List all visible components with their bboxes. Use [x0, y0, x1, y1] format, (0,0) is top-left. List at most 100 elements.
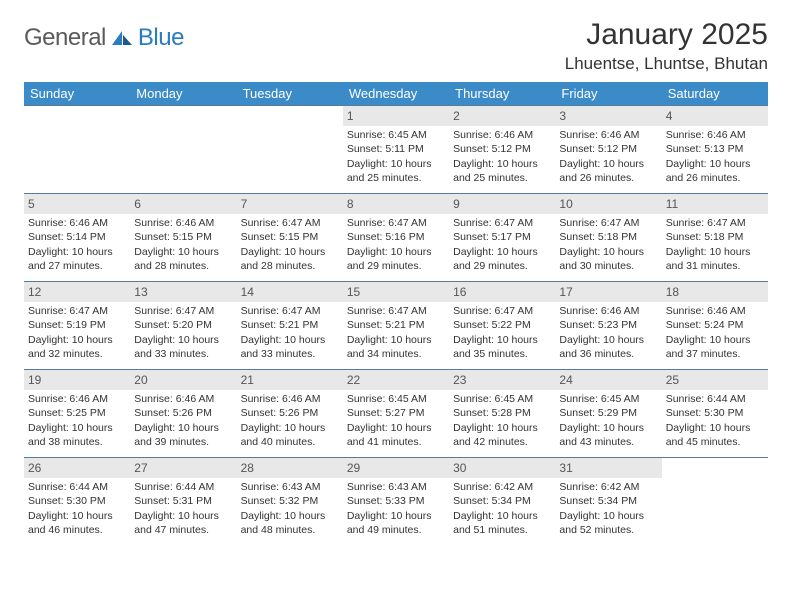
calendar-cell: 10Sunrise: 6:47 AMSunset: 5:18 PMDayligh…	[555, 194, 661, 282]
day-number: 7	[237, 194, 343, 214]
calendar-cell: 25Sunrise: 6:44 AMSunset: 5:30 PMDayligh…	[662, 370, 768, 458]
weekday-header: Sunday	[24, 82, 130, 106]
calendar-cell: 28Sunrise: 6:43 AMSunset: 5:32 PMDayligh…	[237, 458, 343, 546]
weekday-header: Monday	[130, 82, 236, 106]
calendar-body: 1Sunrise: 6:45 AMSunset: 5:11 PMDaylight…	[24, 106, 768, 546]
weekday-header: Tuesday	[237, 82, 343, 106]
day-details: Sunrise: 6:47 AMSunset: 5:16 PMDaylight:…	[347, 216, 445, 273]
title-block: January 2025 Lhuentse, Lhuntse, Bhutan	[565, 18, 768, 74]
location: Lhuentse, Lhuntse, Bhutan	[565, 54, 768, 74]
day-number: 31	[555, 458, 661, 478]
calendar-row: 1Sunrise: 6:45 AMSunset: 5:11 PMDaylight…	[24, 106, 768, 194]
day-number: 3	[555, 106, 661, 126]
day-number: 2	[449, 106, 555, 126]
weekday-header-row: SundayMondayTuesdayWednesdayThursdayFrid…	[24, 82, 768, 106]
calendar-cell: 13Sunrise: 6:47 AMSunset: 5:20 PMDayligh…	[130, 282, 236, 370]
calendar-cell: 1Sunrise: 6:45 AMSunset: 5:11 PMDaylight…	[343, 106, 449, 194]
calendar-cell: 30Sunrise: 6:42 AMSunset: 5:34 PMDayligh…	[449, 458, 555, 546]
day-number: 9	[449, 194, 555, 214]
day-details: Sunrise: 6:47 AMSunset: 5:18 PMDaylight:…	[559, 216, 657, 273]
logo-sail-icon	[110, 29, 134, 47]
day-details: Sunrise: 6:46 AMSunset: 5:12 PMDaylight:…	[559, 128, 657, 185]
calendar-table: SundayMondayTuesdayWednesdayThursdayFrid…	[24, 82, 768, 546]
day-number: 27	[130, 458, 236, 478]
calendar-cell: 29Sunrise: 6:43 AMSunset: 5:33 PMDayligh…	[343, 458, 449, 546]
calendar-cell: 15Sunrise: 6:47 AMSunset: 5:21 PMDayligh…	[343, 282, 449, 370]
day-details: Sunrise: 6:42 AMSunset: 5:34 PMDaylight:…	[559, 480, 657, 537]
day-details: Sunrise: 6:47 AMSunset: 5:21 PMDaylight:…	[347, 304, 445, 361]
day-number: 19	[24, 370, 130, 390]
day-number: 29	[343, 458, 449, 478]
logo-text-2: Blue	[138, 24, 184, 52]
day-number: 28	[237, 458, 343, 478]
day-number: 26	[24, 458, 130, 478]
calendar-cell: 7Sunrise: 6:47 AMSunset: 5:15 PMDaylight…	[237, 194, 343, 282]
calendar-cell: 26Sunrise: 6:44 AMSunset: 5:30 PMDayligh…	[24, 458, 130, 546]
logo-text-1: General	[24, 24, 106, 52]
day-details: Sunrise: 6:44 AMSunset: 5:30 PMDaylight:…	[28, 480, 126, 537]
day-details: Sunrise: 6:45 AMSunset: 5:29 PMDaylight:…	[559, 392, 657, 449]
calendar-cell: 18Sunrise: 6:46 AMSunset: 5:24 PMDayligh…	[662, 282, 768, 370]
calendar-cell	[130, 106, 236, 194]
day-details: Sunrise: 6:47 AMSunset: 5:15 PMDaylight:…	[241, 216, 339, 273]
day-details: Sunrise: 6:44 AMSunset: 5:31 PMDaylight:…	[134, 480, 232, 537]
day-details: Sunrise: 6:47 AMSunset: 5:22 PMDaylight:…	[453, 304, 551, 361]
weekday-header: Friday	[555, 82, 661, 106]
calendar-row: 12Sunrise: 6:47 AMSunset: 5:19 PMDayligh…	[24, 282, 768, 370]
day-number: 30	[449, 458, 555, 478]
calendar-cell: 24Sunrise: 6:45 AMSunset: 5:29 PMDayligh…	[555, 370, 661, 458]
calendar-cell: 22Sunrise: 6:45 AMSunset: 5:27 PMDayligh…	[343, 370, 449, 458]
calendar-cell: 19Sunrise: 6:46 AMSunset: 5:25 PMDayligh…	[24, 370, 130, 458]
weekday-header: Wednesday	[343, 82, 449, 106]
calendar-cell	[237, 106, 343, 194]
day-number: 18	[662, 282, 768, 302]
calendar-cell: 20Sunrise: 6:46 AMSunset: 5:26 PMDayligh…	[130, 370, 236, 458]
day-number: 22	[343, 370, 449, 390]
calendar-row: 5Sunrise: 6:46 AMSunset: 5:14 PMDaylight…	[24, 194, 768, 282]
day-details: Sunrise: 6:45 AMSunset: 5:11 PMDaylight:…	[347, 128, 445, 185]
day-number: 11	[662, 194, 768, 214]
day-number: 10	[555, 194, 661, 214]
day-number: 12	[24, 282, 130, 302]
day-details: Sunrise: 6:47 AMSunset: 5:17 PMDaylight:…	[453, 216, 551, 273]
day-number: 14	[237, 282, 343, 302]
day-number: 24	[555, 370, 661, 390]
header: General Blue January 2025 Lhuentse, Lhun…	[24, 18, 768, 74]
day-details: Sunrise: 6:42 AMSunset: 5:34 PMDaylight:…	[453, 480, 551, 537]
day-details: Sunrise: 6:46 AMSunset: 5:13 PMDaylight:…	[666, 128, 764, 185]
day-number: 21	[237, 370, 343, 390]
day-details: Sunrise: 6:45 AMSunset: 5:28 PMDaylight:…	[453, 392, 551, 449]
weekday-header: Thursday	[449, 82, 555, 106]
day-number: 5	[24, 194, 130, 214]
calendar-cell: 4Sunrise: 6:46 AMSunset: 5:13 PMDaylight…	[662, 106, 768, 194]
day-details: Sunrise: 6:46 AMSunset: 5:26 PMDaylight:…	[241, 392, 339, 449]
day-details: Sunrise: 6:47 AMSunset: 5:21 PMDaylight:…	[241, 304, 339, 361]
calendar-cell: 3Sunrise: 6:46 AMSunset: 5:12 PMDaylight…	[555, 106, 661, 194]
day-details: Sunrise: 6:43 AMSunset: 5:32 PMDaylight:…	[241, 480, 339, 537]
calendar-cell: 2Sunrise: 6:46 AMSunset: 5:12 PMDaylight…	[449, 106, 555, 194]
day-number: 8	[343, 194, 449, 214]
calendar-cell: 23Sunrise: 6:45 AMSunset: 5:28 PMDayligh…	[449, 370, 555, 458]
day-number: 16	[449, 282, 555, 302]
day-details: Sunrise: 6:46 AMSunset: 5:12 PMDaylight:…	[453, 128, 551, 185]
calendar-cell: 6Sunrise: 6:46 AMSunset: 5:15 PMDaylight…	[130, 194, 236, 282]
day-details: Sunrise: 6:46 AMSunset: 5:23 PMDaylight:…	[559, 304, 657, 361]
calendar-cell: 9Sunrise: 6:47 AMSunset: 5:17 PMDaylight…	[449, 194, 555, 282]
day-details: Sunrise: 6:46 AMSunset: 5:26 PMDaylight:…	[134, 392, 232, 449]
calendar-cell: 21Sunrise: 6:46 AMSunset: 5:26 PMDayligh…	[237, 370, 343, 458]
calendar-cell: 16Sunrise: 6:47 AMSunset: 5:22 PMDayligh…	[449, 282, 555, 370]
calendar-cell	[662, 458, 768, 546]
calendar-page: General Blue January 2025 Lhuentse, Lhun…	[0, 0, 792, 564]
day-number: 25	[662, 370, 768, 390]
day-number: 6	[130, 194, 236, 214]
logo: General Blue	[24, 24, 184, 52]
weekday-header: Saturday	[662, 82, 768, 106]
day-details: Sunrise: 6:44 AMSunset: 5:30 PMDaylight:…	[666, 392, 764, 449]
day-number: 15	[343, 282, 449, 302]
calendar-row: 26Sunrise: 6:44 AMSunset: 5:30 PMDayligh…	[24, 458, 768, 546]
day-details: Sunrise: 6:45 AMSunset: 5:27 PMDaylight:…	[347, 392, 445, 449]
calendar-cell: 31Sunrise: 6:42 AMSunset: 5:34 PMDayligh…	[555, 458, 661, 546]
calendar-row: 19Sunrise: 6:46 AMSunset: 5:25 PMDayligh…	[24, 370, 768, 458]
day-details: Sunrise: 6:46 AMSunset: 5:15 PMDaylight:…	[134, 216, 232, 273]
day-number: 1	[343, 106, 449, 126]
